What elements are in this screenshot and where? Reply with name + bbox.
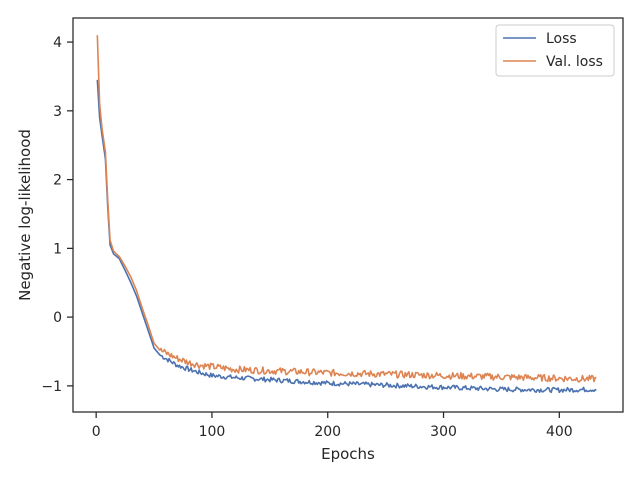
y-tick-label: 0 — [53, 310, 62, 326]
y-tick-label: −1 — [41, 379, 62, 395]
legend-label-val-loss: Val. loss — [546, 54, 603, 70]
x-tick-label: 0 — [92, 424, 101, 440]
y-tick-label: 1 — [53, 241, 62, 257]
plot-lines — [96, 35, 597, 394]
y-tick-label: 4 — [53, 35, 62, 51]
x-axis: 0 100 200 300 400 — [92, 412, 573, 440]
y-tick-label: 3 — [53, 104, 62, 120]
x-tick-label: 200 — [314, 424, 341, 440]
y-tick-label: 2 — [53, 173, 62, 189]
x-tick-label: 100 — [199, 424, 226, 440]
y-axis: −1 0 1 2 3 4 — [41, 35, 73, 395]
x-tick-label: 300 — [430, 424, 457, 440]
legend-label-loss: Loss — [546, 31, 577, 47]
plot-frame — [72, 17, 624, 413]
y-axis-label: Negative log-likelihood — [16, 129, 34, 301]
series-line-val-loss — [96, 35, 597, 383]
x-tick-label: 400 — [546, 424, 573, 440]
legend: Loss Val. loss — [495, 24, 615, 77]
series-line-loss — [96, 79, 597, 394]
x-axis-label: Epochs — [321, 445, 375, 463]
